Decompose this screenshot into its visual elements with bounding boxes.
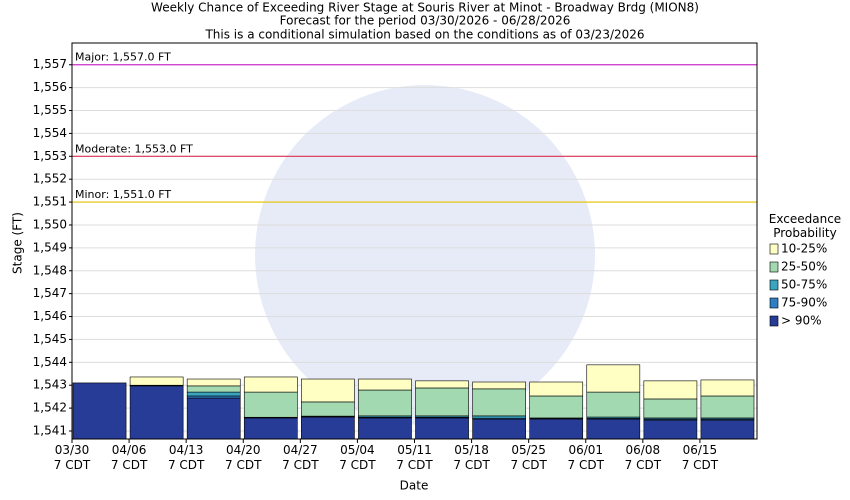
y-tick-label: 1,549 (33, 240, 67, 254)
y-tick-label: 1,552 (33, 172, 67, 186)
bar-segment (700, 395, 755, 419)
x-tick-label: 05/11 7 CDT (396, 443, 433, 472)
bar-segment (472, 381, 526, 390)
bar-segment (586, 364, 641, 393)
legend-swatch (769, 315, 779, 327)
bar-segment (415, 387, 469, 417)
bar-segment (301, 378, 355, 403)
y-tick-label: 1,557 (33, 57, 67, 71)
bar-segment (586, 391, 641, 418)
bar-segment (586, 418, 641, 440)
y-tick-label: 1,541 (33, 423, 67, 437)
y-tick-label: 1,543 (33, 378, 67, 392)
bar-segment (529, 418, 584, 440)
y-tick-label: 1,542 (33, 401, 67, 415)
x-tick-label: 04/20 7 CDT (225, 443, 262, 472)
bar-segment (358, 389, 412, 417)
bar-segment (700, 379, 755, 397)
legend-label: > 90% (781, 314, 822, 328)
y-tick-label: 1,556 (33, 80, 67, 94)
bar-segment (243, 417, 298, 440)
x-axis-label: Date (400, 479, 429, 493)
x-tick-label: 06/08 7 CDT (624, 443, 662, 472)
flood-stage-label: Minor: 1,551.0 FT (75, 188, 171, 201)
bar-segment (415, 380, 469, 389)
bar-segment (358, 417, 412, 440)
y-axis-label: Stage (FT) (11, 212, 25, 274)
bar-segment (301, 416, 355, 440)
y-tick-label: 1,545 (33, 332, 67, 346)
bar-segment (472, 388, 526, 417)
y-tick-label: 1,554 (33, 126, 67, 140)
y-tick-label: 1,550 (33, 217, 67, 231)
bar-segment (358, 378, 412, 391)
y-tick-label: 1,553 (33, 149, 67, 163)
y-tick-label: 1,551 (33, 195, 67, 209)
legend-label: 10-25% (781, 242, 827, 256)
bar-segment (700, 419, 755, 440)
legend-swatch (769, 297, 779, 309)
x-tick-label: 04/27 7 CDT (282, 443, 319, 472)
bar-segment (643, 398, 698, 419)
bar-segment (529, 381, 584, 397)
bar-segment (72, 382, 127, 440)
x-tick-label: 05/25 7 CDT (510, 443, 547, 472)
x-tick-label: 04/06 7 CDT (110, 443, 148, 472)
x-tick-label: 03/30 7 CDT (53, 443, 91, 472)
y-tick-label: 1,546 (33, 309, 67, 323)
bar-segment (186, 391, 241, 397)
chart-title: Weekly Chance of Exceeding River Stage a… (151, 1, 699, 15)
bar-segment (529, 395, 584, 419)
legend-label: 25-50% (781, 260, 827, 274)
bar-segment (186, 378, 241, 387)
x-tick-label: 04/13 7 CDT (167, 443, 205, 472)
bar-segment (472, 415, 526, 419)
legend-swatch (769, 261, 779, 273)
x-tick-label: 05/04 7 CDT (339, 443, 376, 472)
y-tick-label: 1,544 (33, 355, 67, 369)
legend-title: Exceedance Probability (768, 212, 842, 240)
chart-subtitle: This is a conditional simulation based o… (204, 28, 644, 42)
y-tick-label: 1,555 (33, 103, 67, 117)
legend-label: 50-75% (781, 278, 827, 292)
bar-segment (186, 397, 241, 440)
legend-label: 75-90% (781, 296, 827, 310)
bar-segment (186, 385, 241, 393)
bar-segment (243, 391, 298, 418)
legend-swatch (769, 243, 779, 255)
flood-stage-label: Major: 1,557.0 FT (75, 51, 171, 64)
bar-segment (186, 395, 241, 399)
chart-subtitle: Forecast for the period 03/30/2026 - 06/… (280, 14, 571, 28)
watermark (255, 85, 595, 425)
legend-swatch (769, 279, 779, 291)
bar-segment (301, 401, 355, 417)
bar-segment (415, 417, 469, 440)
y-tick-label: 1,548 (33, 263, 67, 277)
bar-segment (129, 376, 184, 386)
bar-segment (643, 380, 698, 400)
x-tick-label: 06/01 7 CDT (567, 443, 604, 472)
bar-segment (643, 419, 698, 440)
bar-segment (129, 385, 184, 440)
plot-frame (71, 42, 758, 440)
bar-segment (243, 376, 298, 393)
x-tick-label: 05/18 7 CDT (453, 443, 490, 472)
flood-stage-label: Moderate: 1,553.0 FT (75, 142, 193, 155)
y-tick-label: 1,547 (33, 286, 67, 300)
x-tick-label: 06/15 7 CDT (681, 443, 719, 472)
bar-segment (472, 418, 526, 440)
